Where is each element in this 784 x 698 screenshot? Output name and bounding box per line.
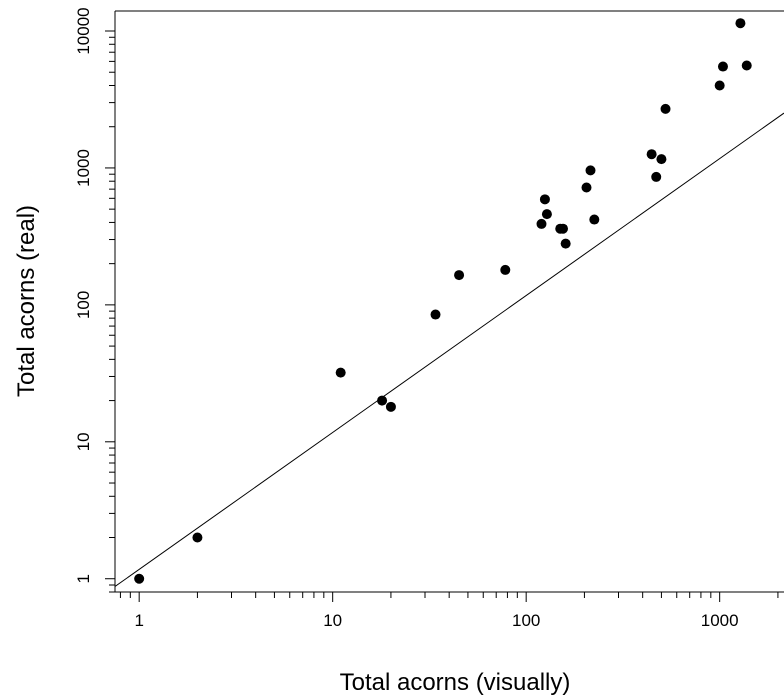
data-points (134, 18, 752, 584)
data-point (536, 218, 547, 229)
y-axis: 1 10 100 1000 10000 (74, 7, 115, 593)
data-point (192, 532, 203, 543)
data-point (585, 165, 596, 176)
data-point (558, 223, 569, 234)
data-point (735, 18, 746, 29)
data-point (589, 214, 600, 225)
y-tick-label: 1 (74, 574, 93, 583)
x-axis: 1 10 100 1000 (119, 592, 779, 630)
data-point (454, 270, 465, 281)
data-point (541, 209, 552, 220)
data-point (660, 103, 671, 114)
y-axis-title: Total acorns (real) (13, 205, 40, 397)
data-point (430, 309, 441, 320)
data-point (717, 61, 728, 72)
fit-line (115, 112, 784, 587)
data-point (741, 60, 752, 71)
x-tick-label: 10 (323, 611, 342, 630)
data-point (656, 154, 667, 165)
data-point (714, 80, 725, 91)
x-tick-label: 1 (134, 611, 143, 630)
fit-line-group (115, 112, 784, 587)
y-tick-label: 10000 (74, 7, 93, 54)
data-point (539, 194, 550, 205)
x-axis-title: Total acorns (visually) (340, 669, 571, 696)
data-point (560, 238, 571, 249)
data-point (377, 395, 388, 406)
y-tick-label: 10 (74, 432, 93, 451)
x-tick-label: 100 (512, 611, 540, 630)
x-tick-label: 1000 (701, 611, 739, 630)
data-point (385, 401, 396, 412)
data-point (134, 573, 145, 584)
y-tick-label: 100 (74, 291, 93, 319)
data-point (500, 264, 511, 275)
data-point (581, 182, 592, 193)
data-point (651, 171, 662, 182)
y-tick-label: 1000 (74, 149, 93, 187)
data-point (335, 367, 346, 378)
data-point (646, 149, 657, 160)
